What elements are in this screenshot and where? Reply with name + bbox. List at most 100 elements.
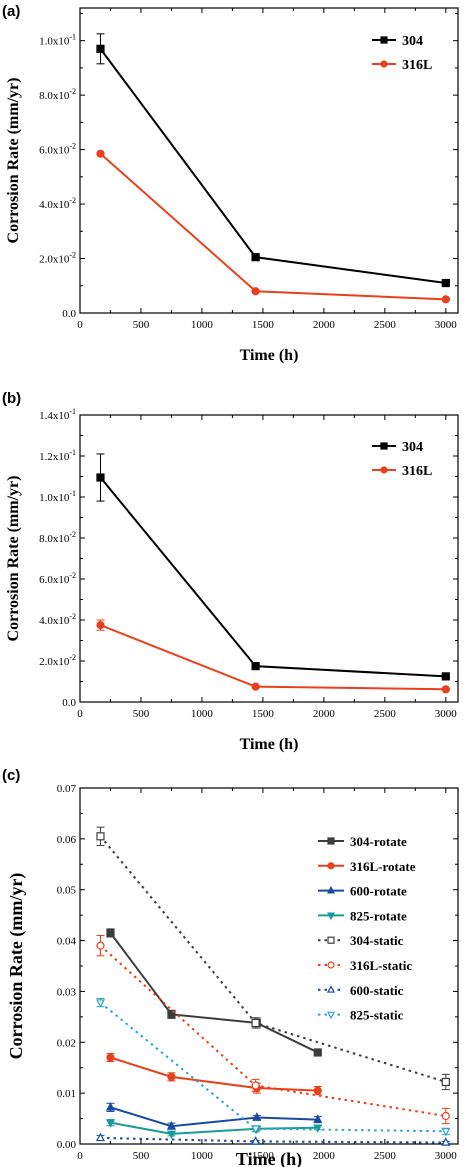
x-tick-label: 500 [133,319,150,331]
data-point [106,928,115,938]
data-point [167,1072,176,1081]
data-point [251,1081,260,1090]
data-point [106,1053,115,1062]
x-tick-label: 0 [77,1150,83,1162]
series-line [100,624,446,691]
series-316L-static [96,934,450,1125]
legend-label: 316L-static [350,958,412,973]
legend-marker [380,36,388,44]
y-tick-label: 0.02 [57,1037,76,1049]
data-point [441,1111,450,1121]
data-point [166,1130,176,1140]
legend-marker [327,985,335,993]
series-line [110,1121,318,1135]
legend-label: 600-static [350,983,404,998]
data-point [441,1137,451,1146]
panel-label: (a) [2,3,20,20]
plot-area [79,7,459,314]
legend-marker [380,442,388,450]
y-tick-label: 0.07 [57,783,77,795]
x-tick-label: 3000 [435,708,458,720]
data-point [441,295,450,304]
y-tick-label: 2.0x10-2 [39,251,76,266]
series-line [99,1001,446,1133]
x-tick-label: 500 [133,1150,150,1162]
panel-label: (c) [2,767,20,784]
x-tick-label: 2500 [374,708,397,720]
legend-marker [380,466,388,474]
legend-label: 825-static [350,1008,404,1023]
data-point [441,1128,451,1137]
chart-panel-a: (a) 0 500 1000 1500 2000 2500 3000 0.0 2.0x10-2 4.… [2,3,459,364]
y-tick-label: 1.0x10-1 [39,489,76,504]
data-point [251,287,260,296]
series-line [109,932,319,1054]
chart-panel-c: (c) 0 500 1000 1500 2000 2500 3000 0.00 0.01 0.02 0… [2,767,459,1167]
x-tick-label: 2000 [313,708,336,720]
y-tick-label: 0.06 [57,834,77,846]
data-point [251,1125,261,1135]
series-304-rotate [106,928,322,1057]
plot-area [79,414,459,703]
data-point [96,473,105,482]
series-600-rotate [105,1102,323,1130]
data-point [313,1124,323,1134]
series-316L [96,149,450,304]
data-point [96,44,105,53]
y-axis-title: Corrosion Rate (mm/yr) [5,78,22,244]
y-tick-label: 0.0 [62,308,76,320]
x-tick-label: 0 [77,708,83,720]
data-point [251,1136,261,1145]
legend-label: 304 [402,440,423,455]
y-tick-label: 1.2x10-1 [39,448,76,463]
y-axis-title: Corrosion Rate (mm/yr) [5,476,22,642]
legend-label: 316L [402,58,432,73]
legend-marker [327,936,335,944]
data-point [441,685,450,694]
y-tick-label: 4.0x10-2 [39,612,76,627]
data-point [441,672,450,681]
y-tick-label: 8.0x10-2 [39,530,76,545]
x-tick-label: 3000 [435,319,458,331]
series-825-static [95,998,451,1137]
x-tick-label: 1500 [252,708,275,720]
legend: 304 316L [372,440,432,479]
legend-marker [327,862,335,870]
data-point [166,1120,176,1130]
y-tick-label: 0.03 [57,986,77,998]
series-line [99,48,446,285]
data-point [96,621,105,630]
legend: 304 316L [372,34,432,73]
y-tick-label: 6.0x10-2 [39,142,76,157]
data-point [105,1119,115,1128]
legend-marker [327,837,335,845]
x-tick-label: 1500 [252,1150,275,1162]
y-tick-label: 1.4x10-1 [39,407,76,422]
legend-label: 316L-rotate [350,859,416,874]
legend-label: 304 [402,34,423,49]
data-point [167,1010,176,1019]
data-point [95,999,105,1008]
y-axis-title: Corrosion Rate (mm/yr) [6,873,27,1060]
legend-label: 825-rotate [350,908,407,923]
x-tick-label: 1500 [252,319,275,331]
series-304-static [96,826,450,1091]
legend-marker [327,885,335,894]
series-line [100,1136,446,1144]
x-tick-label: 3000 [435,1150,458,1162]
series-316L-rotate [106,1052,322,1096]
data-point [96,941,105,950]
legend-marker [380,60,388,68]
y-tick-label: 0.00 [57,1139,77,1151]
x-tick-label: 0 [77,319,83,331]
x-tick-label: 500 [133,708,150,720]
legend-marker [327,961,335,969]
data-point [313,1086,322,1095]
y-tick-label: 2.0x10-2 [39,653,76,668]
y-tick-label: 0.05 [57,885,77,897]
y-tick-label: 6.0x10-2 [39,571,76,586]
y-tick-label: 8.0x10-2 [39,87,76,102]
x-tick-label: 2500 [374,319,397,331]
y-tick-label: 0.0 [62,697,76,709]
series-304 [96,453,450,681]
